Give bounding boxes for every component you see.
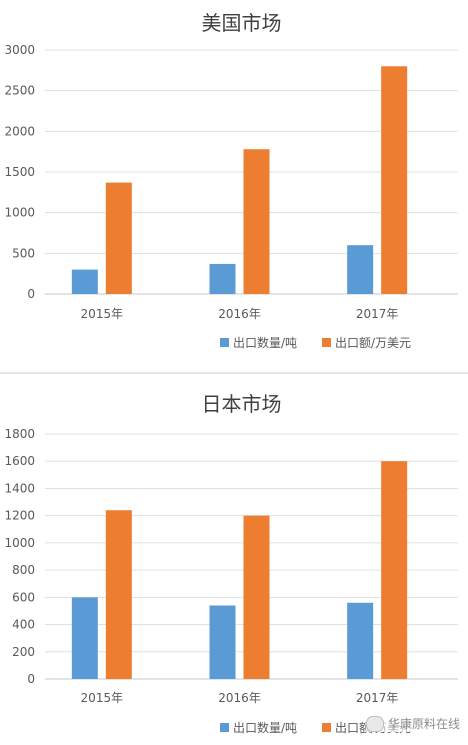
chart1-legend-label-1: 出口数量/吨 (233, 335, 297, 350)
chart2-x-tick-label: 2017年 (356, 691, 399, 705)
chart1-legend-swatch-1 (220, 338, 229, 347)
chart2-y-tick-label: 600 (12, 590, 35, 604)
chart1-bar-value-2 (243, 149, 270, 294)
chart1-title: 美国市场 (202, 11, 282, 35)
chart1-legend-swatch-2 (322, 338, 331, 347)
chart2-bar-value-1 (105, 510, 132, 679)
chart2-legend-label-1: 出口数量/吨 (233, 720, 297, 735)
chart1-bar-quantity-3 (347, 245, 374, 294)
chart2-legend-swatch-2 (322, 723, 331, 732)
chart1-x-tick-label: 2015年 (81, 307, 124, 321)
chart2-y-tick-label: 0 (27, 672, 35, 686)
chart1-y-tick-label: 2000 (4, 124, 35, 138)
chart1-y-tick-label: 3000 (4, 43, 35, 57)
chart1-bar-value-3 (381, 66, 408, 295)
wechat-icon (366, 715, 384, 732)
chart2-x-tick-label: 2015年 (81, 691, 124, 705)
chart1-bar-quantity-2 (209, 263, 236, 294)
chart2-y-tick-label: 1200 (4, 509, 35, 523)
chart1-bar-value-1 (105, 182, 132, 294)
chart1-bar-quantity-1 (71, 269, 98, 294)
chart2-y-tick-label: 1000 (4, 536, 35, 550)
chart1-y-tick-label: 0 (27, 287, 35, 301)
chart2-bar-value-3 (381, 461, 408, 679)
chart2-legend-swatch-1 (220, 723, 229, 732)
chart1-x-tick-label: 2016年 (218, 307, 261, 321)
chart2-x-tick-label: 2016年 (218, 691, 261, 705)
chart1-y-tick-label: 1500 (4, 165, 35, 179)
chart2-y-tick-label: 1600 (4, 454, 35, 468)
chart1-y-tick-label: 1000 (4, 206, 35, 220)
chart2-bar-quantity-1 (71, 597, 98, 679)
chart-divider (0, 372, 468, 374)
chart2-y-tick-label: 1800 (4, 427, 35, 441)
chart2-y-tick-label: 1400 (4, 481, 35, 495)
chart1-legend-label-2: 出口额/万美元 (335, 336, 411, 350)
chart2-bar-value-2 (243, 515, 270, 679)
chart2-y-tick-label: 800 (12, 563, 35, 577)
chart1-y-tick-label: 500 (12, 246, 35, 260)
watermark: 华康原料在线 (366, 715, 461, 732)
chart2-y-tick-label: 400 (12, 618, 35, 632)
chart2-title: 日本市场 (202, 392, 282, 416)
chart2-y-tick-label: 200 (12, 645, 35, 659)
watermark-text: 华康原料在线 (388, 717, 461, 731)
chart1-x-tick-label: 2017年 (356, 307, 399, 321)
chart2-bar-quantity-2 (209, 605, 236, 679)
chart2-bar-quantity-3 (347, 602, 374, 679)
chart1-y-tick-label: 2500 (4, 84, 35, 98)
